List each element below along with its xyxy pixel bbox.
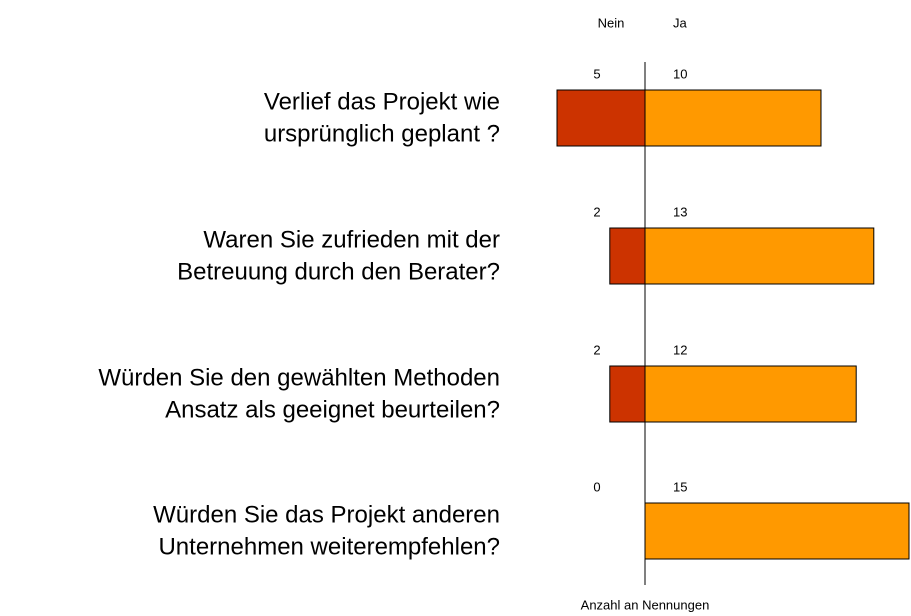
- legend-ja: Ja: [673, 15, 688, 30]
- category-label: Waren Sie zufrieden mit der: [203, 226, 500, 253]
- category-label: Verlief das Projekt wie: [264, 88, 500, 115]
- bar-nein: [609, 365, 646, 423]
- bar-ja: [644, 227, 875, 285]
- value-label: 0: [593, 479, 600, 494]
- legend-nein: Nein: [598, 15, 625, 30]
- value-label: 5: [593, 66, 600, 81]
- category-label: ursprünglich geplant ?: [264, 120, 500, 147]
- value-label: 10: [673, 66, 687, 81]
- value-label: 2: [593, 204, 600, 219]
- bar-ja: [644, 89, 822, 147]
- bar-ja: [644, 502, 910, 560]
- value-label: 2: [593, 342, 600, 357]
- bar-nein: [556, 89, 646, 147]
- category-label: Würden Sie das Projekt anderen: [153, 501, 500, 528]
- category-label: Würden Sie den gewählten Methoden: [98, 364, 500, 391]
- bar-nein: [609, 227, 646, 285]
- category-label: Ansatz als geeignet beurteilen?: [165, 396, 500, 423]
- x-axis-label: Anzahl an Nennungen: [581, 597, 710, 612]
- value-label: 12: [673, 342, 687, 357]
- value-label: 13: [673, 204, 687, 219]
- value-label: 15: [673, 479, 687, 494]
- category-label: Betreuung durch den Berater?: [177, 258, 500, 285]
- bar-ja: [644, 365, 857, 423]
- category-label: Unternehmen weiterempfehlen?: [158, 533, 500, 560]
